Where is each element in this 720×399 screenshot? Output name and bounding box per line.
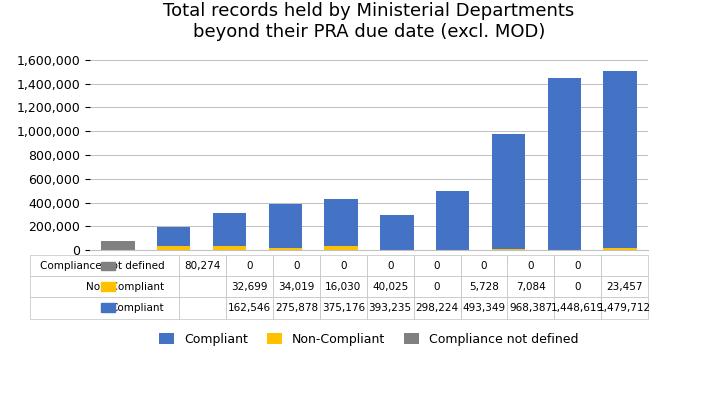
Legend: Compliant, Non-Compliant, Compliance not defined: Compliant, Non-Compliant, Compliance not… xyxy=(154,328,584,351)
Bar xyxy=(101,303,115,312)
Bar xyxy=(213,213,246,246)
Bar xyxy=(324,245,358,250)
Bar xyxy=(101,282,115,291)
Bar xyxy=(101,262,115,271)
Bar xyxy=(157,227,190,247)
Bar xyxy=(492,134,526,249)
Bar xyxy=(269,204,302,249)
Bar xyxy=(157,247,190,250)
Bar xyxy=(324,199,358,245)
Bar xyxy=(548,78,581,250)
Bar xyxy=(603,247,637,250)
Bar xyxy=(380,215,414,250)
Bar xyxy=(603,71,637,247)
Bar xyxy=(101,241,135,250)
Bar xyxy=(492,249,526,250)
Bar xyxy=(213,246,246,250)
Title: Total records held by Ministerial Departments
beyond their PRA due date (excl. M: Total records held by Ministerial Depart… xyxy=(163,2,575,41)
Bar xyxy=(269,249,302,250)
Bar xyxy=(436,191,469,250)
